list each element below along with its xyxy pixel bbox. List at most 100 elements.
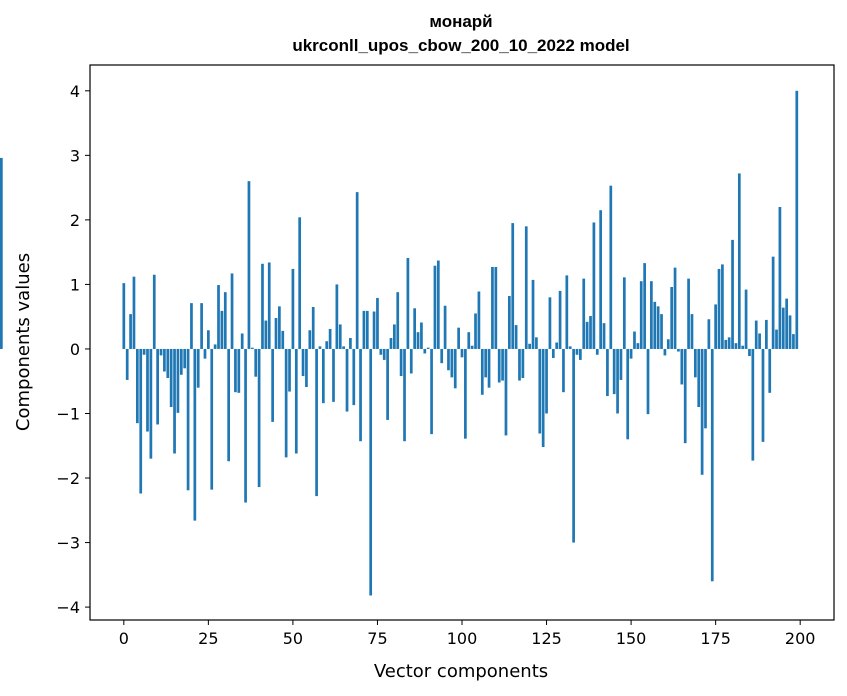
bar bbox=[606, 348, 609, 397]
y-tick-label: 2 bbox=[70, 211, 80, 230]
bar bbox=[399, 348, 403, 377]
bar bbox=[163, 348, 166, 372]
bar bbox=[433, 265, 437, 349]
bar bbox=[714, 304, 717, 349]
bar bbox=[183, 348, 187, 369]
bar bbox=[332, 348, 335, 402]
bar bbox=[179, 348, 183, 375]
bar bbox=[656, 306, 660, 349]
x-axis-label: Vector components bbox=[374, 661, 548, 682]
bar bbox=[223, 292, 227, 349]
bar bbox=[457, 327, 460, 349]
bar bbox=[352, 348, 356, 406]
bar bbox=[278, 306, 281, 349]
bar bbox=[264, 320, 268, 349]
bar bbox=[281, 330, 285, 349]
bar bbox=[146, 348, 149, 432]
bar bbox=[186, 348, 190, 491]
bar bbox=[416, 332, 420, 349]
bar bbox=[149, 348, 153, 459]
bar bbox=[592, 222, 596, 349]
bar bbox=[788, 315, 792, 349]
bar bbox=[501, 348, 504, 381]
bar bbox=[447, 348, 450, 371]
bar bbox=[217, 285, 220, 349]
chart-subtitle: ukrconll_upos_cbow_200_10_2022 model bbox=[292, 36, 629, 55]
bar bbox=[477, 291, 481, 349]
bar bbox=[200, 303, 203, 349]
x-tick-label: 50 bbox=[283, 629, 303, 648]
bar bbox=[376, 297, 379, 349]
bar bbox=[734, 343, 738, 349]
bar bbox=[301, 348, 305, 377]
bar bbox=[210, 348, 214, 490]
bar bbox=[318, 346, 322, 349]
bar bbox=[389, 337, 393, 349]
bar bbox=[680, 348, 684, 385]
bar bbox=[406, 257, 410, 349]
y-tick-label: −4 bbox=[56, 598, 80, 617]
bar bbox=[443, 305, 447, 349]
bar bbox=[687, 278, 690, 349]
bar bbox=[565, 275, 569, 349]
bar bbox=[403, 348, 406, 442]
bar bbox=[142, 348, 146, 355]
x-tick-label: 150 bbox=[616, 629, 647, 648]
bar bbox=[190, 303, 193, 349]
bar bbox=[521, 348, 525, 378]
bar bbox=[234, 348, 237, 393]
bar bbox=[430, 348, 433, 435]
bar bbox=[135, 348, 139, 424]
bar bbox=[423, 348, 427, 354]
bar bbox=[342, 346, 345, 349]
bar bbox=[514, 325, 518, 349]
x-tick-label: 200 bbox=[785, 629, 816, 648]
bar bbox=[744, 289, 748, 349]
bar bbox=[122, 283, 126, 349]
bar bbox=[650, 281, 653, 349]
bar bbox=[690, 314, 694, 349]
bar bbox=[677, 348, 680, 352]
bar bbox=[196, 348, 200, 388]
bars-group bbox=[0, 90, 799, 596]
bar bbox=[207, 330, 210, 349]
y-tick-label: 1 bbox=[70, 275, 80, 294]
bar bbox=[535, 337, 538, 349]
bar bbox=[460, 348, 464, 358]
bar bbox=[294, 348, 298, 454]
bar bbox=[700, 348, 704, 475]
bar bbox=[754, 320, 758, 349]
bar bbox=[602, 323, 606, 349]
bar bbox=[365, 310, 369, 349]
bar bbox=[707, 319, 711, 349]
bar bbox=[785, 298, 789, 349]
bar bbox=[673, 267, 677, 349]
bar bbox=[568, 346, 572, 349]
bar bbox=[670, 287, 674, 349]
bar bbox=[545, 348, 548, 414]
bar bbox=[518, 348, 521, 381]
bar bbox=[538, 348, 542, 434]
bar bbox=[467, 332, 471, 349]
bar bbox=[683, 348, 687, 444]
bar bbox=[240, 333, 244, 349]
y-tick-label: 0 bbox=[70, 340, 80, 359]
bar bbox=[169, 348, 173, 408]
x-tick-label: 75 bbox=[367, 629, 387, 648]
bar bbox=[325, 341, 329, 349]
bar bbox=[524, 226, 528, 349]
bar bbox=[758, 333, 761, 349]
bar bbox=[311, 307, 315, 349]
y-axis-label: Components values bbox=[13, 253, 34, 431]
bar bbox=[795, 90, 799, 349]
bar bbox=[612, 348, 616, 395]
bar bbox=[291, 268, 295, 349]
bar bbox=[386, 348, 389, 420]
bar bbox=[589, 316, 592, 349]
bar bbox=[775, 329, 778, 349]
bar bbox=[220, 310, 224, 349]
bar bbox=[619, 348, 623, 380]
bar bbox=[470, 345, 474, 349]
y-tick-label: −3 bbox=[56, 534, 80, 553]
